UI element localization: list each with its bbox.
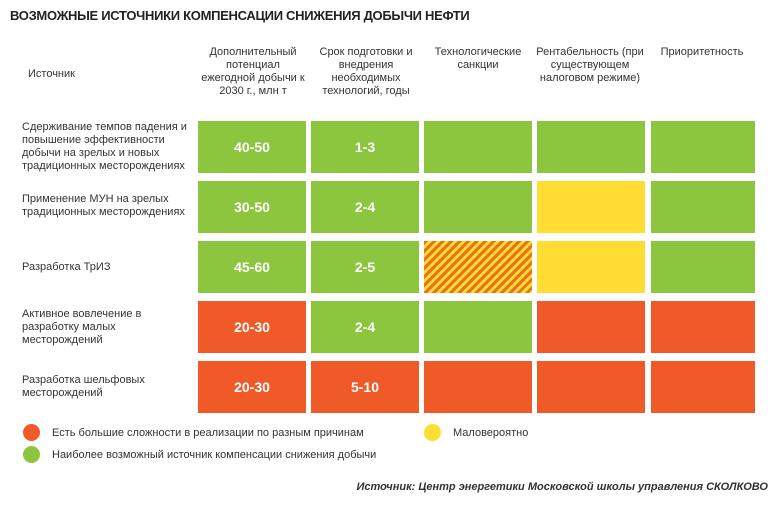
column-header-source: Источник: [28, 68, 75, 80]
column-header-priority: Приоритетность: [660, 46, 744, 58]
status-cell-sanctions: [424, 121, 532, 173]
row-label: Сдерживание темпов падения и повышение э…: [22, 121, 187, 172]
status-cell-term: 2-5: [311, 241, 419, 293]
status-cell-priority: [651, 241, 755, 293]
row-label: Разработка ТрИЗ: [22, 260, 111, 273]
status-cell-priority: [651, 121, 755, 173]
status-cell-profitability: [537, 361, 645, 413]
legend-dot-green: [23, 446, 40, 463]
status-cell-potential: 45-60: [198, 241, 306, 293]
legend-label-green: Наиболее возможный источник компенсации …: [52, 449, 377, 461]
status-cell-potential: 20-30: [198, 301, 306, 353]
legend-label-red: Есть большие сложности в реализации по р…: [52, 427, 364, 439]
status-cell-profitability: [537, 301, 645, 353]
status-cell-term: 2-4: [311, 181, 419, 233]
status-cell-term: 2-4: [311, 301, 419, 353]
status-cell-potential: 20-30: [198, 361, 306, 413]
legend-label-yellow: Маловероятно: [453, 427, 529, 439]
row-label: Активное вовлечение в разработку малых м…: [22, 307, 142, 346]
chart-title: ВОЗМОЖНЫЕ ИСТОЧНИКИ КОМПЕНСАЦИИ СНИЖЕНИЯ…: [10, 8, 470, 23]
row-label: Разработка шельфовых месторождений: [22, 374, 145, 399]
status-cell-profitability: [537, 181, 645, 233]
status-cell-sanctions: [424, 301, 532, 353]
status-cell-profitability: [537, 121, 645, 173]
status-cell-priority: [651, 181, 755, 233]
legend-dot-red: [23, 424, 40, 441]
column-header-sanctions: Технологические санкции: [434, 46, 522, 71]
status-cell-sanctions: [424, 361, 532, 413]
status-cell-priority: [651, 361, 755, 413]
status-cell-priority: [651, 301, 755, 353]
status-cell-term: 1-3: [311, 121, 419, 173]
status-cell-sanctions: [424, 181, 532, 233]
status-cell-sanctions: [424, 241, 532, 293]
status-cell-term: 5-10: [311, 361, 419, 413]
row-label: Применение МУН на зрелых традиционных ме…: [22, 193, 185, 218]
source-note: Источник: Центр энергетики Московской шк…: [356, 481, 768, 493]
column-header-term: Срок подготовки и внедрения необходимых …: [319, 46, 413, 97]
column-header-profitability: Рентабельность (при существующем налогов…: [536, 46, 644, 84]
status-cell-potential: 40-50: [198, 121, 306, 173]
status-cell-profitability: [537, 241, 645, 293]
legend-dot-yellow: [424, 424, 441, 441]
column-header-potential: Дополнительный потенциал ежегодной добыч…: [201, 46, 305, 97]
status-cell-potential: 30-50: [198, 181, 306, 233]
